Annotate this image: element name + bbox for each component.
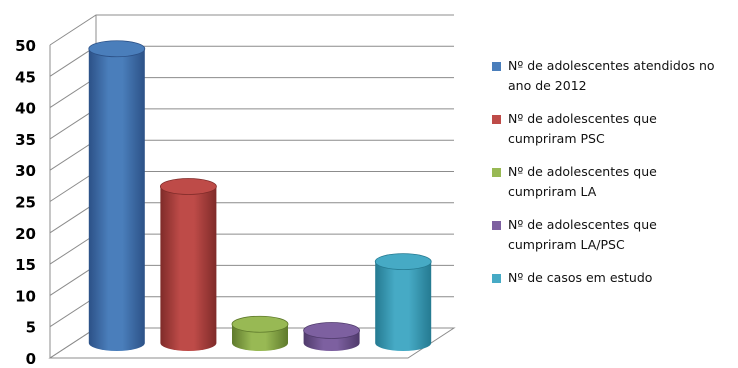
bar-top bbox=[88, 40, 146, 58]
bar-body bbox=[160, 186, 217, 351]
legend: Nº de adolescentes atendidos no ano de 2… bbox=[492, 56, 738, 288]
gridline bbox=[49, 14, 454, 46]
legend-label-2-line1: Nº de adolescentes que bbox=[508, 164, 657, 179]
y-tick-label: 50 bbox=[15, 37, 36, 55]
y-tick-label: 15 bbox=[15, 256, 36, 274]
legend-swatch-3 bbox=[492, 221, 501, 230]
bar-top bbox=[231, 315, 289, 333]
legend-label-1-line2: cumpriram PSC bbox=[508, 131, 605, 146]
y-tick-label: 40 bbox=[15, 100, 36, 118]
bar-4 bbox=[374, 253, 432, 351]
bar-top bbox=[303, 322, 361, 339]
legend-item-3: Nº de adolescentes que cumpriram LA/PSC bbox=[492, 215, 738, 255]
y-tick-label: 5 bbox=[26, 319, 36, 337]
legend-label-2-line2: cumpriram LA bbox=[508, 184, 597, 199]
y-tick-label: 45 bbox=[15, 68, 36, 86]
bar-body bbox=[375, 261, 432, 351]
legend-item-4: Nº de casos em estudo bbox=[492, 268, 738, 288]
legend-swatch-4 bbox=[492, 274, 501, 283]
y-tick-label: 35 bbox=[15, 131, 36, 149]
legend-swatch-1 bbox=[492, 115, 501, 124]
legend-swatch-0 bbox=[492, 62, 501, 71]
bar-0 bbox=[88, 40, 146, 351]
legend-label-0-line1: Nº de adolescentes atendidos no bbox=[508, 58, 715, 73]
legend-item-2: Nº de adolescentes que cumpriram LA bbox=[492, 162, 738, 202]
legend-label-0-line2: ano de 2012 bbox=[508, 78, 587, 93]
bars bbox=[88, 40, 432, 351]
y-axis: 0 5 10 15 20 25 30 35 40 45 50 bbox=[15, 37, 36, 368]
legend-label-1-line1: Nº de adolescentes que bbox=[508, 111, 657, 126]
bar-top bbox=[374, 253, 432, 271]
legend-item-0: Nº de adolescentes atendidos no ano de 2… bbox=[492, 56, 738, 96]
bar-top bbox=[159, 178, 217, 195]
legend-label-3-line1: Nº de adolescentes que bbox=[508, 217, 657, 232]
y-tick-label: 0 bbox=[26, 350, 36, 368]
bar-3 bbox=[303, 322, 361, 351]
y-tick-label: 30 bbox=[15, 162, 36, 180]
y-tick-label: 10 bbox=[15, 287, 36, 305]
legend-label-3-line2: cumpriram LA/PSC bbox=[508, 237, 625, 252]
bar-1 bbox=[159, 178, 217, 351]
bar-body bbox=[88, 48, 145, 351]
y-tick-label: 20 bbox=[15, 225, 36, 243]
legend-swatch-2 bbox=[492, 168, 501, 177]
legend-item-1: Nº de adolescentes que cumpriram PSC bbox=[492, 109, 738, 149]
legend-label-4-line1: Nº de casos em estudo bbox=[508, 270, 653, 285]
bar-2 bbox=[231, 315, 289, 351]
y-tick-label: 25 bbox=[15, 194, 36, 212]
